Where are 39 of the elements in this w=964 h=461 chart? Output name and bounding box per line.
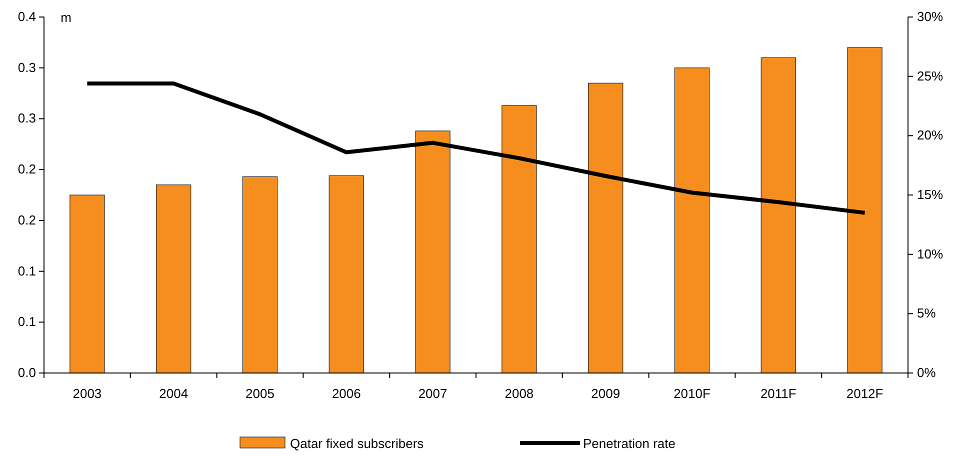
bar	[588, 82, 624, 374]
bar	[760, 57, 796, 374]
legend-label: Penetration rate	[583, 436, 676, 451]
y-tick-label: 0.2	[18, 162, 36, 177]
y2-tick-label: 10%	[917, 246, 944, 262]
bar	[70, 194, 105, 374]
y-tick-label: 0.3	[18, 60, 36, 75]
y-tick-label: 0.1	[18, 314, 36, 330]
y2-tick-label: 5%	[917, 306, 936, 321]
y-axis-title: m	[60, 10, 72, 25]
y-tick-label: 0.0	[18, 365, 36, 380]
bar	[156, 184, 192, 374]
bar	[847, 47, 882, 374]
x-tick-label: 2004	[159, 386, 188, 401]
y2-tick-label: 20%	[917, 128, 944, 143]
line-series	[85, 81, 867, 215]
bar	[502, 105, 537, 374]
y2-tick-label: 25%	[917, 68, 944, 84]
x-tick-label: 2003	[72, 386, 102, 401]
x-tick-label: 2007	[418, 386, 448, 401]
bar	[328, 175, 364, 374]
bar	[674, 68, 710, 374]
y-tick-label: 0.4	[18, 9, 36, 24]
y-tick-label: 0.3	[18, 110, 36, 126]
y2-tick-label: 30%	[917, 9, 944, 24]
bar	[415, 130, 450, 374]
x-tick-label: 2010F	[674, 386, 710, 401]
y-tick-label: 0.2	[18, 212, 36, 228]
x-tick-label: 2006	[332, 386, 361, 401]
x-tick-label: 2011F	[760, 386, 796, 401]
x-tick-label: 2012F	[846, 386, 884, 401]
bar	[242, 176, 278, 374]
y2-tick-label: 15%	[917, 187, 944, 202]
x-tick-label: 2005	[246, 386, 274, 401]
legend-label: Qatar fixed subscribers	[290, 436, 424, 451]
y2-tick-label: 0%	[917, 365, 936, 380]
x-tick-label: 2008	[504, 386, 534, 401]
x-tick-label: 2009	[591, 386, 620, 401]
y-tick-label: 0.1	[18, 263, 36, 278]
